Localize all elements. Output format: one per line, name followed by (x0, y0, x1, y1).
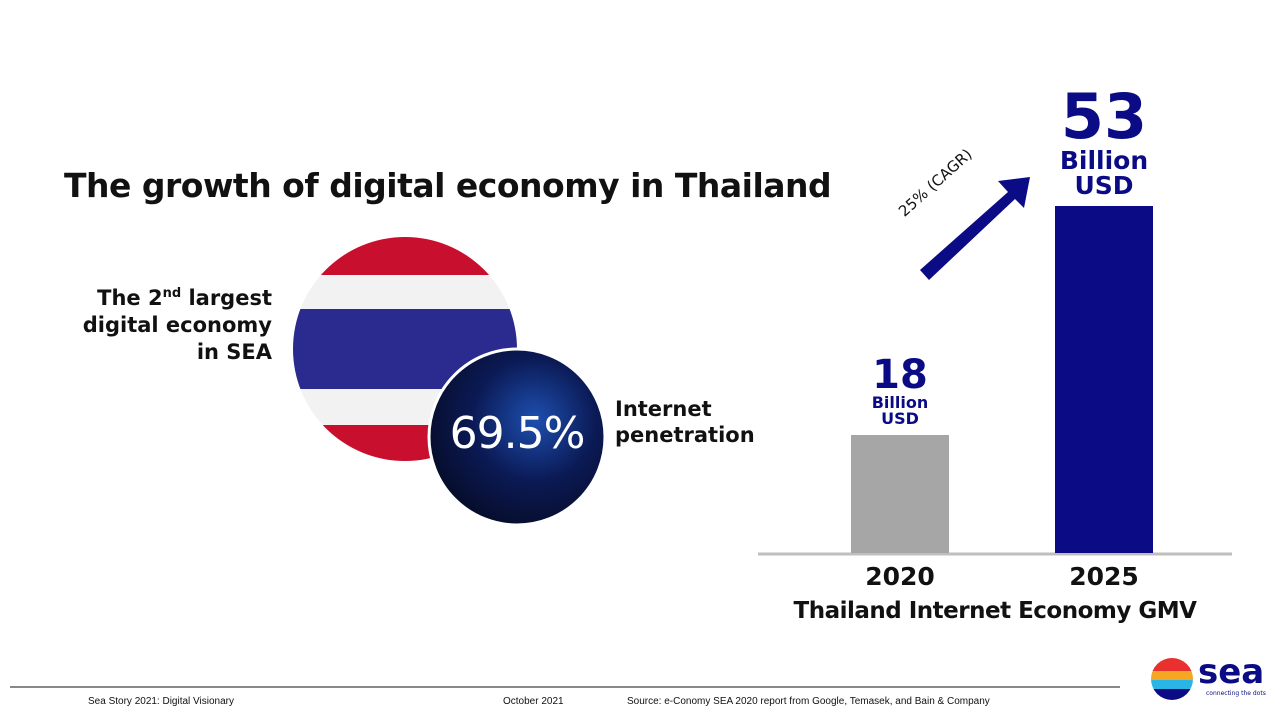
footer-date: October 2021 (503, 696, 564, 707)
value-unit: Billion USD (1059, 146, 1149, 200)
ranking: The 2nd largest digital economy in SEA (80, 280, 272, 366)
growth-arrow (920, 177, 1030, 280)
x-tick-label: 2025 (1069, 562, 1139, 591)
ranking-prefix: The 2 (97, 286, 163, 310)
title: The growth of digital economy in Thailan… (64, 166, 832, 205)
x-tick-label: 2020 (865, 562, 935, 591)
ranking-sup: nd (162, 286, 182, 301)
penetration-label: Internet penetration (615, 397, 755, 447)
footer-source: Source: e-Conomy SEA 2020 report from Go… (627, 696, 990, 707)
value-label: 18 Billion USD (820, 355, 980, 427)
logo-tagline: connecting the dots (1206, 690, 1266, 697)
ranking-rest: largest digital economy in SEA (82, 286, 272, 364)
penetration-value: 69.5% (449, 408, 586, 459)
value-label: 53 Billion USD (1024, 80, 1184, 200)
value-number: 53 (1060, 80, 1148, 153)
annotation: 25% (CAGR) (895, 145, 976, 221)
logo-name: sea (1198, 652, 1265, 692)
bar (851, 435, 949, 553)
penetration-circle (427, 347, 607, 527)
value-number: 18 (872, 352, 928, 399)
footer-left: Sea Story 2021: Digital Visionary (88, 696, 235, 707)
x-axis-title: Thailand Internet Economy GMV (793, 598, 1197, 624)
bar (1055, 206, 1153, 553)
value-unit: Billion USD (871, 393, 929, 429)
logo-mark (1151, 658, 1193, 700)
